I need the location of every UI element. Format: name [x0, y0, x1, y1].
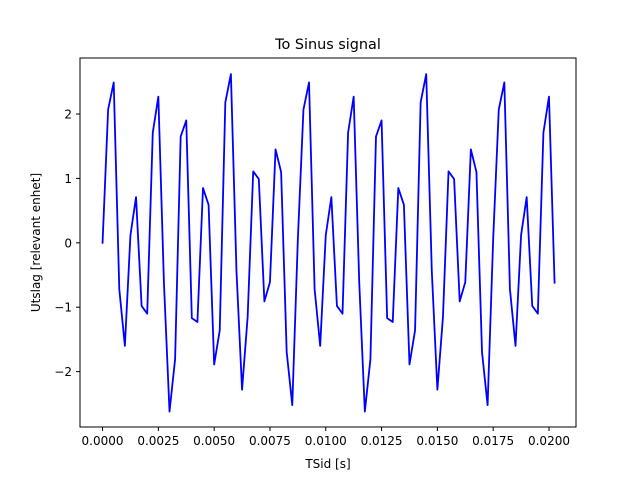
- x-tick-label: 0.0000: [82, 434, 124, 448]
- y-axis-label: Utslag [relevant enhet]: [29, 173, 43, 312]
- series-line-1: [101, 73, 556, 413]
- x-tick-label: 0.0200: [528, 434, 570, 448]
- chart-title: To Sinus signal: [274, 37, 381, 53]
- x-axis-ticks: 0.0000 0.0025 0.0050 0.0075 0.0100 0.0125 0.01…: [82, 427, 570, 448]
- x-tick-label: 0.0175: [472, 434, 514, 448]
- y-tick-label: 2: [64, 108, 72, 122]
- x-tick-label: 0.0075: [249, 434, 291, 448]
- x-tick-label: 0.0050: [193, 434, 235, 448]
- axes-frame: [79, 57, 577, 428]
- y-tick-label: −1: [54, 301, 72, 315]
- x-axis-label: TSid [s]: [304, 457, 350, 471]
- x-tick-label: 0.0125: [361, 434, 403, 448]
- y-axis-ticks: −2 −1 0 1 2: [54, 108, 80, 379]
- y-tick-label: 0: [64, 236, 72, 250]
- x-tick-label: 0.0100: [305, 434, 347, 448]
- y-tick-label: −2: [54, 365, 72, 379]
- y-tick-label: 1: [64, 172, 72, 186]
- plot-area: [101, 73, 556, 413]
- x-tick-label: 0.0025: [137, 434, 179, 448]
- x-tick-label: 0.0150: [416, 434, 458, 448]
